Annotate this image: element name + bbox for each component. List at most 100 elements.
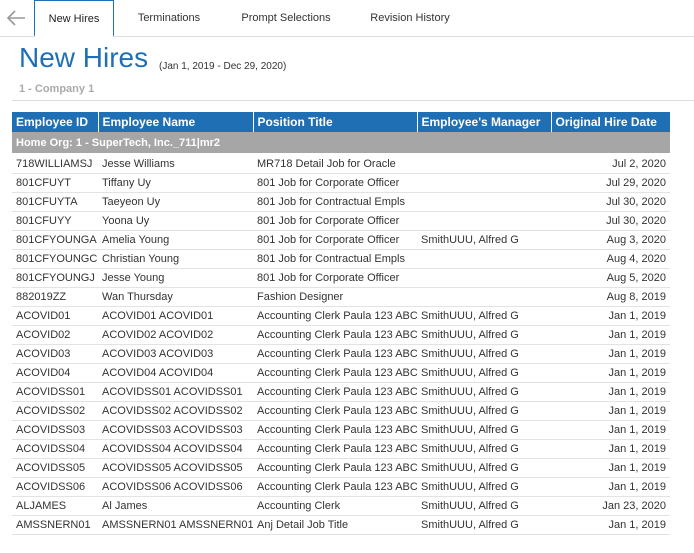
cell: SmithUUU, Alfred G	[417, 497, 551, 516]
cell: AMSSNERN01	[12, 516, 98, 535]
tab-bar: New Hires Terminations Prompt Selections Re…	[0, 0, 694, 37]
cell: ACOVIDSS06 ACOVIDSS06	[98, 478, 253, 497]
cell: Tiffany Uy	[98, 174, 253, 193]
table-row: ACOVIDSS02ACOVIDSS02 ACOVIDSS02Accountin…	[12, 402, 670, 421]
cell: ACOVID01	[12, 307, 98, 326]
cell: Wan Thursday	[98, 288, 253, 307]
cell: 718WILLIAMSJ	[12, 154, 98, 174]
table-row: ACOVIDSS05ACOVIDSS05 ACOVIDSS05Accountin…	[12, 459, 670, 478]
cell: ACOVID03	[12, 345, 98, 364]
cell: Accounting Clerk Paula 123 ABC	[253, 326, 417, 345]
cell	[417, 154, 551, 174]
cell: ALJAMES	[12, 497, 98, 516]
cell: SmithUUU, Alfred G	[417, 402, 551, 421]
cell: Jan 1, 2019	[551, 440, 670, 459]
cell: Accounting Clerk Paula 123 ABC	[253, 364, 417, 383]
cell: ACOVIDSS02 ACOVIDSS02	[98, 402, 253, 421]
cell: Accounting Clerk Paula 123 ABC	[253, 307, 417, 326]
cell: SmithUUU, Alfred G	[417, 421, 551, 440]
cell: ACOVIDSS01 ACOVIDSS01	[98, 383, 253, 402]
cell	[417, 174, 551, 193]
cell: ACOVIDSS03	[12, 421, 98, 440]
table-row: ACOVID03ACOVID03 ACOVID03Accounting Cler…	[12, 345, 670, 364]
column-header[interactable]: Original Hire Date	[551, 112, 670, 132]
cell: SmithUUU, Alfred G	[417, 440, 551, 459]
cell: Jesse Young	[98, 269, 253, 288]
cell: Accounting Clerk	[253, 497, 417, 516]
tab[interactable]: Terminations	[124, 0, 214, 34]
cell: SmithUUU, Alfred G	[417, 307, 551, 326]
table-row: 801CFYOUNGAAmelia Young801 Job for Corpo…	[12, 231, 670, 250]
table-row: 801CFYOUNGJJesse Young801 Job for Corpor…	[12, 269, 670, 288]
cell: Yoona Uy	[98, 212, 253, 231]
table-row: ACOVIDSS01ACOVIDSS01 ACOVIDSS01Accountin…	[12, 383, 670, 402]
cell: Aug 4, 2020	[551, 250, 670, 269]
cell: 801CFUYT	[12, 174, 98, 193]
cell: Accounting Clerk Paula 123 ABC	[253, 440, 417, 459]
cell: 801 Job for Corporate Officer	[253, 212, 417, 231]
cell: ACOVIDSS05	[12, 459, 98, 478]
cell	[417, 288, 551, 307]
table-row: 882019ZZWan ThursdayFashion DesignerAug …	[12, 288, 670, 307]
cell: ACOVID02 ACOVID02	[98, 326, 253, 345]
tab[interactable]: New Hires	[34, 0, 114, 37]
table-row: ACOVIDSS04ACOVIDSS04 ACOVIDSS04Accountin…	[12, 440, 670, 459]
cell: Christian Young	[98, 250, 253, 269]
cell: ACOVIDSS04	[12, 440, 98, 459]
cell: SmithUUU, Alfred G	[417, 383, 551, 402]
cell: Jesse Williams	[98, 154, 253, 174]
cell: 801CFYOUNGJ	[12, 269, 98, 288]
cell: Accounting Clerk Paula 123 ABC	[253, 478, 417, 497]
cell: ACOVID03 ACOVID03	[98, 345, 253, 364]
cell: ACOVID04	[12, 364, 98, 383]
tab[interactable]: Prompt Selections	[226, 0, 346, 34]
cell	[417, 212, 551, 231]
cell: 801 Job for Contractual Empls	[253, 193, 417, 212]
cell: Jul 30, 2020	[551, 193, 670, 212]
cell: Accounting Clerk Paula 123 ABC	[253, 345, 417, 364]
column-header[interactable]: Employee's Manager	[417, 112, 551, 132]
cell: Jan 1, 2019	[551, 402, 670, 421]
cell: Accounting Clerk Paula 123 ABC	[253, 383, 417, 402]
header-row: Employee IDEmployee NamePosition TitleEm…	[12, 112, 670, 132]
cell: 801 Job for Contractual Empls	[253, 250, 417, 269]
back-button[interactable]	[4, 6, 28, 30]
cell: SmithUUU, Alfred G	[417, 345, 551, 364]
table-row: 801CFUYTTiffany Uy801 Job for Corporate …	[12, 174, 670, 193]
column-header[interactable]: Employee ID	[12, 112, 98, 132]
cell	[417, 269, 551, 288]
cell: Jul 2, 2020	[551, 154, 670, 174]
table-row: ACOVID04ACOVID04 ACOVID04Accounting Cler…	[12, 364, 670, 383]
cell: 882019ZZ	[12, 288, 98, 307]
cell: Aug 3, 2020	[551, 231, 670, 250]
cell: ACOVIDSS04 ACOVIDSS04	[98, 440, 253, 459]
cell: Jan 1, 2019	[551, 326, 670, 345]
group-row: Home Org: 1 - SuperTech, Inc._711|mr2	[12, 132, 670, 154]
cell: Jul 30, 2020	[551, 212, 670, 231]
table-row: ACOVIDSS03ACOVIDSS03 ACOVIDSS03Accountin…	[12, 421, 670, 440]
cell: ACOVID02	[12, 326, 98, 345]
divider	[12, 100, 694, 101]
report-table: Employee IDEmployee NamePosition TitleEm…	[12, 112, 671, 535]
cell: ACOVIDSS02	[12, 402, 98, 421]
table-row: 801CFUYTATaeyeon Uy801 Job for Contractu…	[12, 193, 670, 212]
table-row: 718WILLIAMSJJesse WilliamsMR718 Detail J…	[12, 154, 670, 174]
cell: ACOVIDSS06	[12, 478, 98, 497]
table-row: ACOVIDSS06ACOVIDSS06 ACOVIDSS06Accountin…	[12, 478, 670, 497]
cell: Aug 5, 2020	[551, 269, 670, 288]
cell: Anj Detail Job Title	[253, 516, 417, 535]
column-header[interactable]: Position Title	[253, 112, 417, 132]
cell: Taeyeon Uy	[98, 193, 253, 212]
cell: SmithUUU, Alfred G	[417, 231, 551, 250]
column-header[interactable]: Employee Name	[98, 112, 253, 132]
cell: MR718 Detail Job for Oracle	[253, 154, 417, 174]
cell: Jul 29, 2020	[551, 174, 670, 193]
tab[interactable]: Revision History	[356, 0, 464, 34]
cell: Jan 1, 2019	[551, 478, 670, 497]
table-row: 801CFUYYYoona Uy801 Job for Corporate Of…	[12, 212, 670, 231]
cell: 801 Job for Corporate Officer	[253, 269, 417, 288]
cell: ACOVIDSS01	[12, 383, 98, 402]
cell: 801CFUYTA	[12, 193, 98, 212]
cell: Jan 1, 2019	[551, 421, 670, 440]
